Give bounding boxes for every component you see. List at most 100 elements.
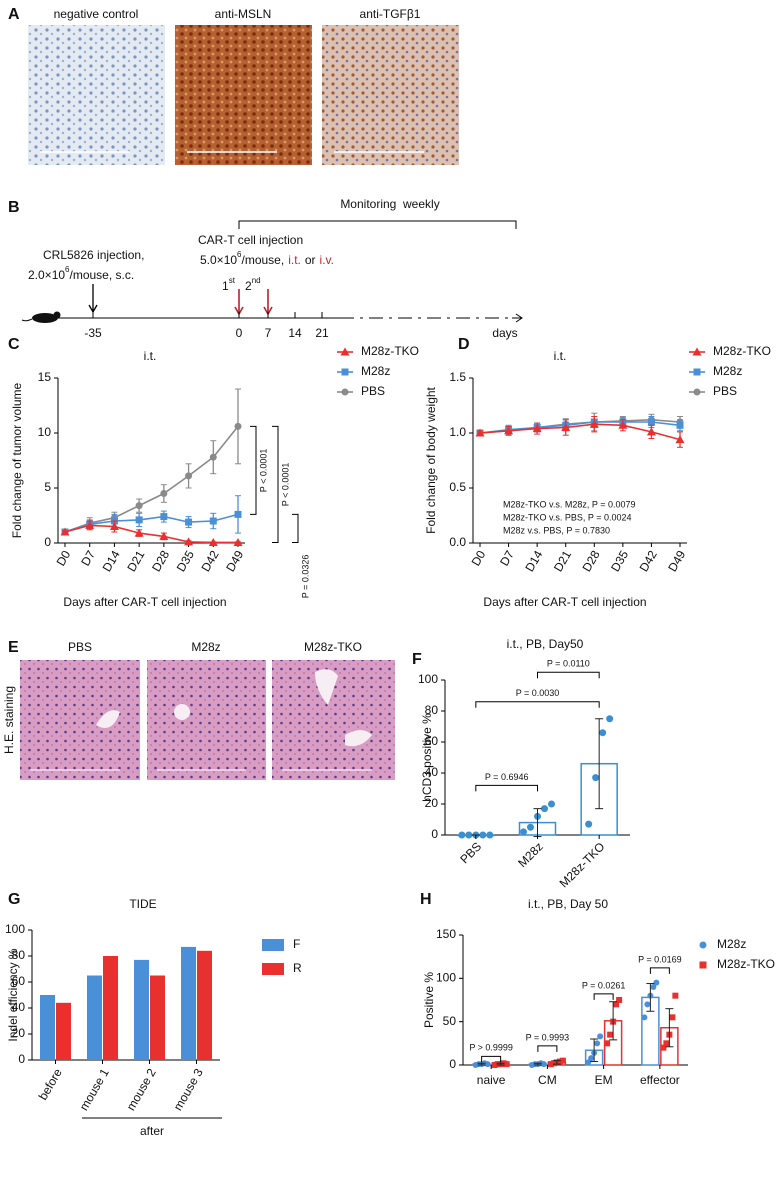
data-point <box>606 715 614 723</box>
ihc-image <box>28 25 165 165</box>
bar <box>197 950 212 1060</box>
y-tick-label: 10 <box>38 425 52 439</box>
data-point <box>185 518 193 526</box>
y-tick-label: 0 <box>431 827 438 841</box>
image-label: negative control <box>54 7 139 21</box>
image-label: anti-TGFβ1 <box>360 7 421 21</box>
panel-label: B <box>8 199 20 216</box>
order-sup: nd <box>252 276 261 285</box>
ihc-panel: negative control anti-MSLN anti-TGFβ1 <box>28 7 459 165</box>
timeline-label: 7 <box>265 326 272 340</box>
image-label: anti-MSLN <box>215 7 272 21</box>
chart-title: i.t., PB, Day 50 <box>528 897 608 911</box>
injection-dose: 2.0×106/mouse, s.c. <box>28 265 134 282</box>
bar <box>103 956 118 1060</box>
vessel <box>315 669 338 705</box>
timeline-ticks <box>92 312 323 318</box>
data-point <box>616 997 623 1003</box>
route: i.v. <box>320 253 334 267</box>
legend-marker <box>341 388 349 396</box>
data-point <box>520 828 527 836</box>
x-tick-label: M28z-TKO <box>557 839 608 890</box>
mouse-icon <box>21 311 61 323</box>
timeline-label: 14 <box>288 326 302 340</box>
data-point <box>208 537 218 546</box>
data-point <box>599 729 607 737</box>
x-tick-label: D0 <box>469 548 489 569</box>
y-tick-label: 40 <box>425 765 439 779</box>
stat-note: M28z v.s. PBS, P = 0.7830 <box>503 525 610 535</box>
y-tick-label: 50 <box>443 1014 457 1028</box>
image-label: PBS <box>68 640 92 654</box>
y-tick-label: 40 <box>12 1000 26 1014</box>
data-point <box>650 984 657 990</box>
x-tick-label: D0 <box>54 548 74 569</box>
timeline-unit: days <box>492 326 517 340</box>
monitoring-label: Monitoring weekly <box>340 197 439 211</box>
x-tick-label: mouse 3 <box>171 1066 206 1113</box>
legend-label: M28z <box>361 364 390 378</box>
bar <box>40 995 55 1060</box>
bar <box>134 959 149 1060</box>
order-sup: st <box>229 276 236 285</box>
y-tick-label: 100 <box>436 971 456 985</box>
y-axis-label: Positive % <box>422 972 436 1028</box>
chart-title: i.t. <box>554 349 567 363</box>
schedule-panel: Monitoring weekly CRL5826 injection, 2.0… <box>21 197 523 340</box>
series-line <box>64 524 238 544</box>
p-value: P = 0.0326 <box>300 555 310 599</box>
legend-label: M28z-TKO <box>361 344 419 358</box>
data-point <box>613 1001 620 1008</box>
x-tick-label: D35 <box>174 548 197 574</box>
x-axis-label: Days after CAR-T cell injection <box>483 595 646 609</box>
data-point <box>527 823 534 831</box>
arrow <box>234 289 244 316</box>
significance-bracket <box>475 701 600 708</box>
significance-bracket <box>292 513 299 543</box>
bar <box>56 1002 71 1060</box>
data-point <box>465 831 473 839</box>
image-label: M28z <box>191 640 220 654</box>
stain-label: H.E. staining <box>2 686 16 754</box>
data-point <box>109 522 119 530</box>
x-tick-label: before <box>36 1066 65 1103</box>
dose: 5.0×10 <box>200 253 237 267</box>
y-tick-label: 15 <box>38 370 52 384</box>
chart-title: i.t. <box>144 349 157 363</box>
vessel <box>345 730 372 747</box>
legend-marker <box>341 368 349 376</box>
p-value: P < 0.0001 <box>280 463 290 507</box>
he-image <box>20 660 140 780</box>
data-point <box>135 502 143 510</box>
route: i.t. <box>288 253 301 267</box>
legend-marker <box>693 388 701 396</box>
y-tick-label: 100 <box>5 922 25 936</box>
x-tick-label: mouse 1 <box>77 1066 112 1113</box>
data-point <box>585 820 593 828</box>
data-point <box>541 805 548 813</box>
x-tick-label: mouse 2 <box>124 1066 159 1113</box>
data-point <box>561 423 571 431</box>
data-point <box>669 1014 676 1021</box>
order: 2 <box>245 279 252 293</box>
significance-bracket <box>649 967 670 974</box>
y-tick-label: 0 <box>44 535 51 549</box>
data-point <box>209 517 217 525</box>
x-tick-label: D7 <box>78 548 98 569</box>
significance-bracket <box>481 1055 502 1063</box>
p-value: P = 0.0261 <box>582 980 626 990</box>
arrow <box>263 289 273 316</box>
x-tick-label: D21 <box>124 548 147 574</box>
x-tick-label: D49 <box>665 548 688 574</box>
data-point <box>185 472 193 480</box>
data-point <box>540 1061 547 1068</box>
data-point <box>184 537 194 546</box>
data-point <box>647 418 655 426</box>
data-point <box>588 1055 595 1062</box>
significance-bracket <box>537 1045 558 1052</box>
series-line <box>479 421 681 434</box>
ihc-image <box>322 25 459 165</box>
y-axis-label: Fold change of body weight <box>424 386 438 533</box>
data-point <box>458 831 466 839</box>
